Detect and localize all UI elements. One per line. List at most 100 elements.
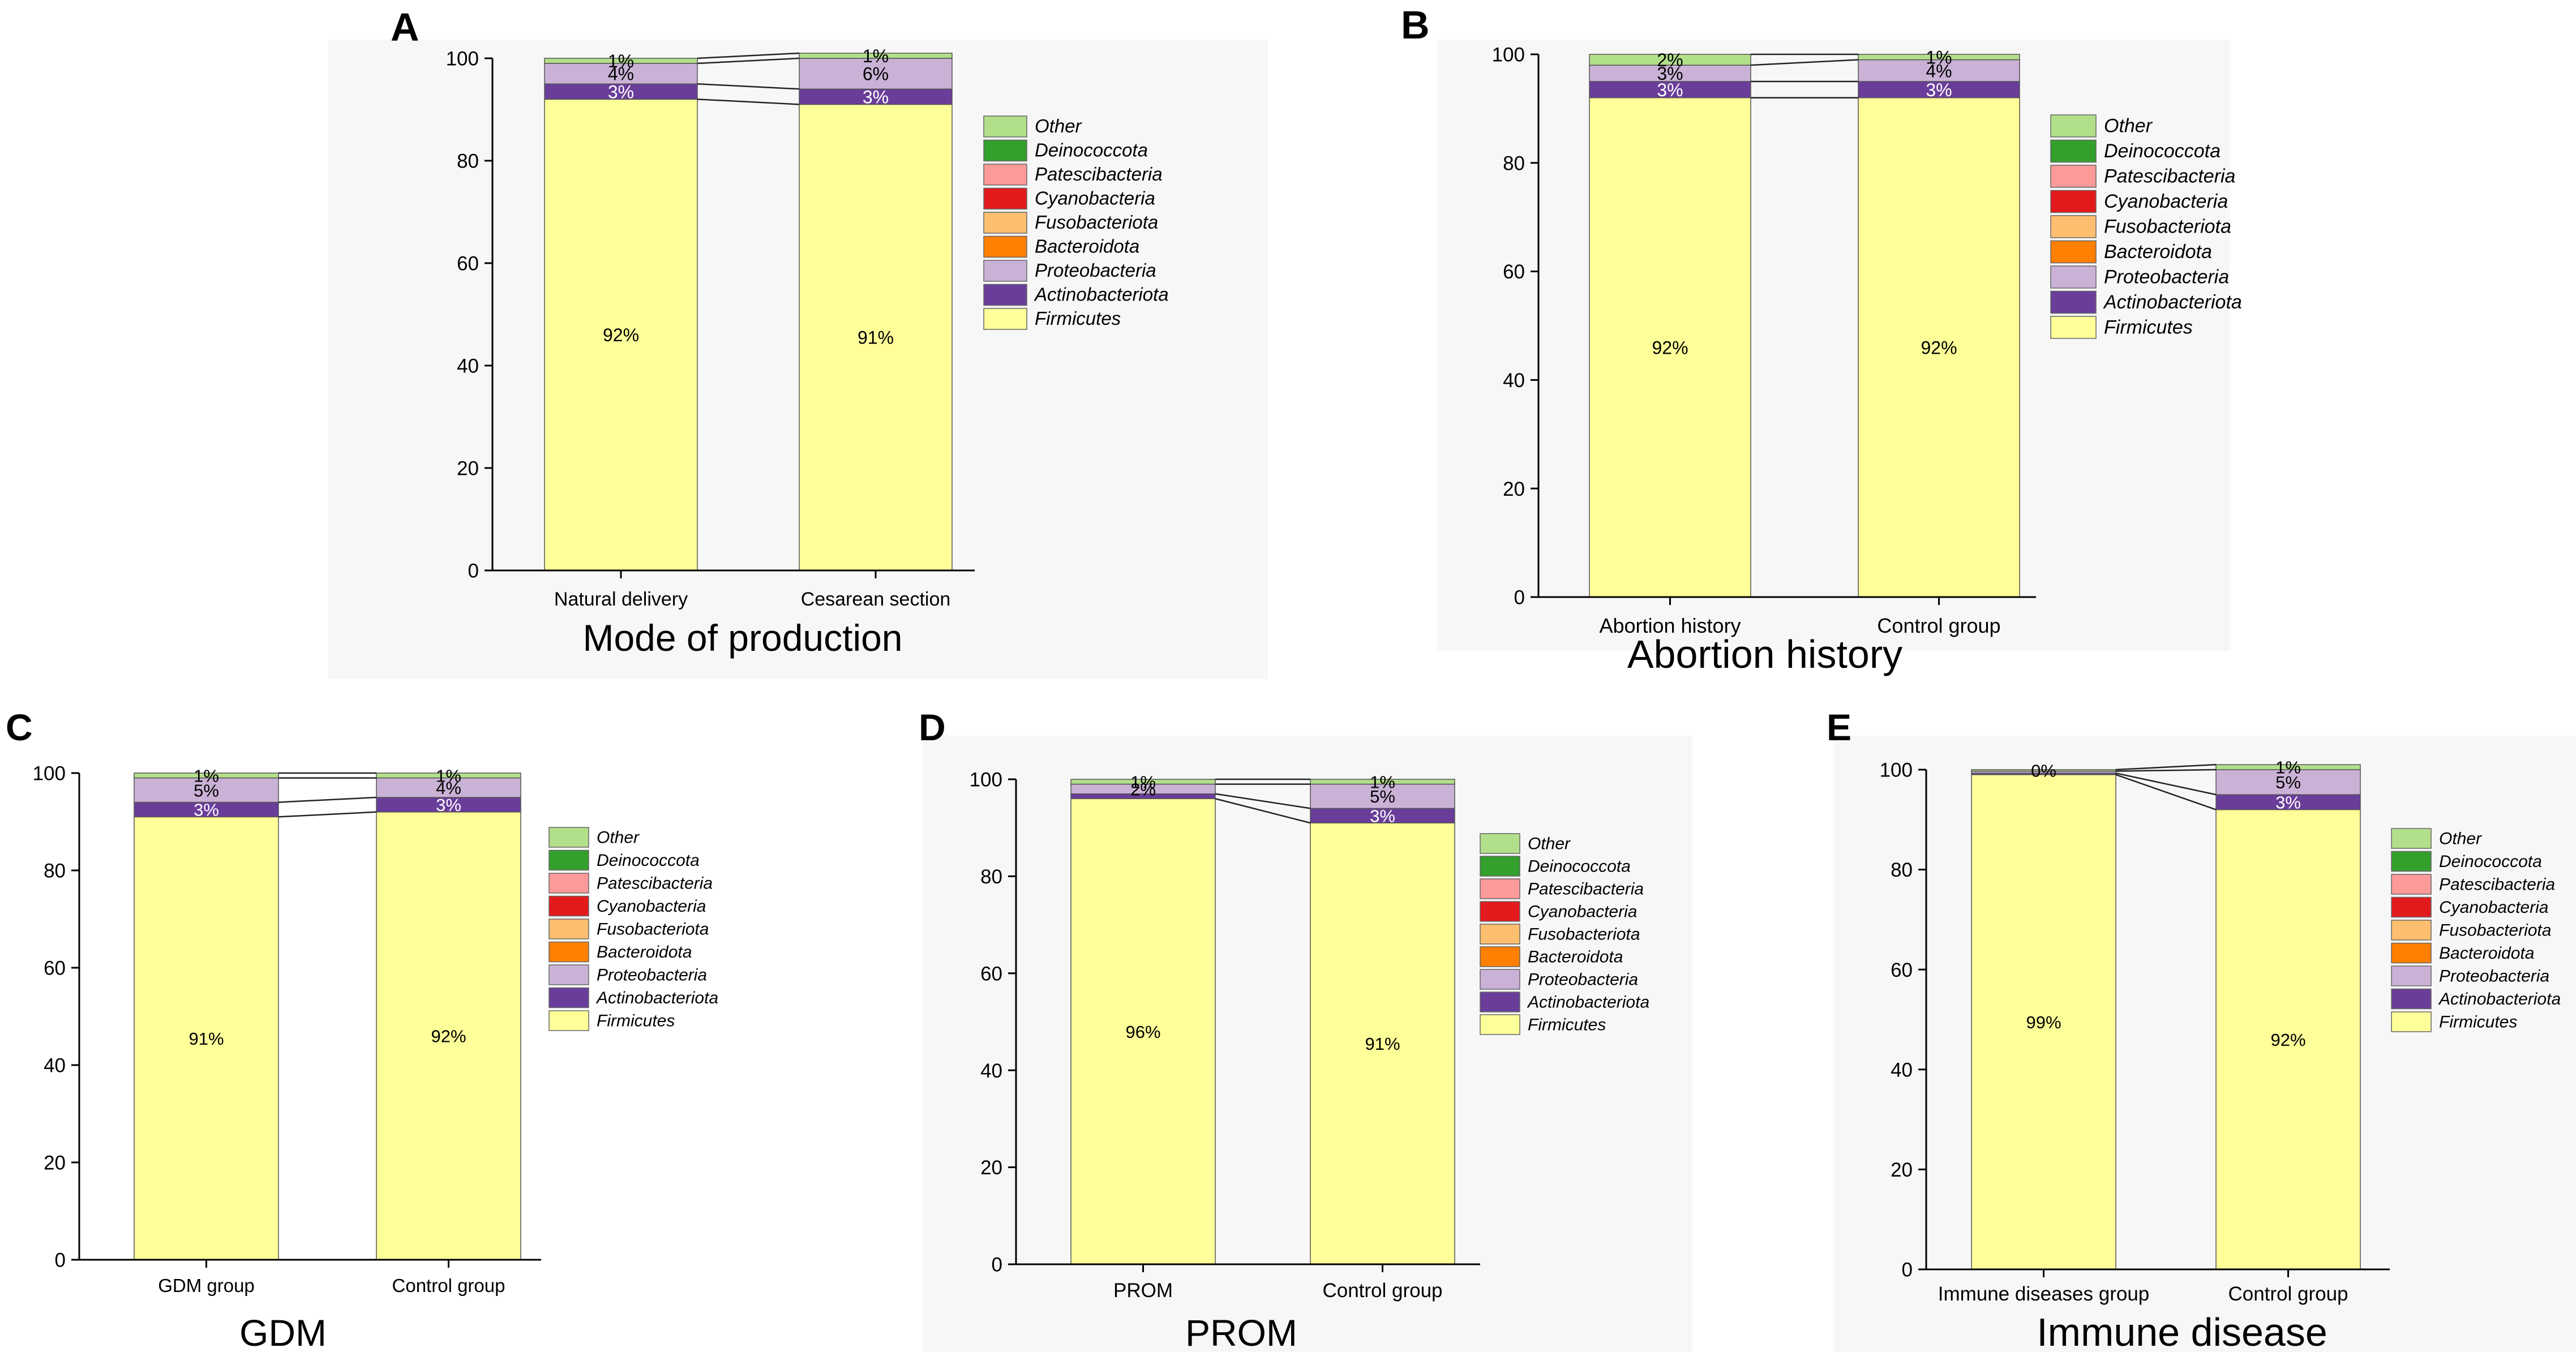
- legend-swatch-other: [1480, 833, 1520, 854]
- panel-letter: B: [1401, 3, 1430, 47]
- legend-label-firmicutes: Firmicutes: [1035, 308, 1121, 329]
- bar-segment-firmicutes: [1589, 97, 1751, 598]
- data-label-actinobacteriota: 3%: [608, 81, 634, 102]
- y-tick-label: 60: [457, 253, 479, 275]
- data-label-proteobacteria: 5%: [2275, 772, 2301, 792]
- legend-label-deinococcota: Deinococcota: [1035, 139, 1148, 160]
- legend-label-fusobacteriota: Fusobacteriota: [2104, 216, 2231, 237]
- legend-swatch-actinobacteriota: [2391, 988, 2432, 1010]
- bar-segment-other: [544, 58, 698, 64]
- bar-segment-proteobacteria: [1589, 65, 1751, 82]
- legend-swatch-firmicutes: [548, 1010, 589, 1031]
- legend-label-fusobacteriota: Fusobacteriota: [597, 920, 709, 938]
- legend-label-other: Other: [2104, 115, 2153, 136]
- legend-swatch-cyanobacteria: [2050, 190, 2097, 213]
- y-tick-label: 60: [44, 958, 66, 980]
- y-tick-label: 80: [1503, 152, 1525, 174]
- y-tick-label: 100: [33, 763, 66, 785]
- panel-title: GDM: [239, 1312, 327, 1352]
- legend-label-patescibacteria: Patescibacteria: [1528, 879, 1644, 898]
- bar-segment-proteobacteria: [799, 58, 953, 90]
- bar-segment-actinobacteriota: [2215, 794, 2361, 810]
- legend-label-firmicutes: Firmicutes: [2439, 1012, 2517, 1031]
- data-label-proteobacteria: 6%: [863, 64, 889, 84]
- data-label-actinobacteriota: 3%: [1370, 806, 1395, 826]
- bar-segment-other: [1310, 779, 1455, 785]
- legend-label-patescibacteria: Patescibacteria: [2439, 875, 2555, 894]
- connector-line: [1215, 798, 1311, 824]
- legend-label-cyanobacteria: Cyanobacteria: [1035, 187, 1155, 208]
- bar-segment-proteobacteria: [134, 777, 279, 803]
- panel-title: Abortion history: [1627, 632, 1902, 676]
- y-tick-label: 40: [1891, 1059, 1913, 1081]
- y-tick-label: 60: [1891, 959, 1913, 981]
- legend-swatch-cyanobacteria: [1480, 901, 1520, 922]
- legend-swatch-fusobacteriota: [2391, 920, 2432, 941]
- panel-title: PROM: [1185, 1312, 1297, 1352]
- bar-segment-firmicutes: [2215, 809, 2361, 1270]
- panel-d: D02040608010096%2%1%PROM91%3%5%1%Control…: [919, 706, 1649, 1352]
- data-label-actinobacteriota: 3%: [2275, 793, 2301, 813]
- legend-label-patescibacteria: Patescibacteria: [2104, 165, 2235, 187]
- legend-label-bacteroidota: Bacteroidota: [597, 943, 692, 962]
- legend-label-proteobacteria: Proteobacteria: [2104, 266, 2229, 287]
- panel-letter: A: [391, 5, 419, 49]
- legend-swatch-bacteroidota: [1480, 946, 1520, 967]
- category-label: Immune diseases group: [1938, 1283, 2150, 1305]
- connector-line: [278, 796, 377, 803]
- y-tick-label: 40: [980, 1060, 1002, 1082]
- y-tick-label: 20: [980, 1157, 1002, 1179]
- category-label: PROM: [1113, 1280, 1173, 1302]
- legend-label-actinobacteriota: Actinobacteriota: [2438, 990, 2561, 1008]
- legend-label-fusobacteriota: Fusobacteriota: [1528, 925, 1640, 943]
- category-label: Cesarean section: [801, 589, 951, 610]
- y-tick-label: 40: [457, 355, 479, 377]
- data-label-firmicutes: 91%: [188, 1029, 224, 1049]
- legend-swatch-patescibacteria: [1480, 878, 1520, 899]
- category-label: Natural delivery: [554, 589, 688, 610]
- data-label-actinobacteriota: 3%: [436, 795, 461, 815]
- bar-segment-other: [134, 772, 279, 779]
- legend-swatch-patescibacteria: [548, 873, 589, 894]
- legend-swatch-patescibacteria: [983, 164, 1027, 186]
- connector-line: [1750, 59, 1859, 66]
- y-tick-label: 20: [44, 1152, 66, 1174]
- legend-swatch-proteobacteria: [1480, 969, 1520, 990]
- legend-swatch-bacteroidota: [983, 235, 1027, 258]
- legend-swatch-bacteroidota: [2050, 240, 2097, 264]
- connector-line: [278, 811, 377, 818]
- data-label-proteobacteria: 5%: [1370, 787, 1395, 806]
- legend-label-deinococcota: Deinococcota: [597, 851, 700, 870]
- data-label-other: 0%: [2031, 761, 2056, 780]
- data-label-other: 2%: [1657, 50, 1683, 70]
- y-tick-label: 0: [1514, 587, 1525, 609]
- bar-segment-proteobacteria: [1858, 59, 2020, 82]
- data-label-firmicutes: 92%: [2270, 1030, 2305, 1050]
- y-tick-label: 0: [55, 1250, 66, 1272]
- legend-label-actinobacteriota: Actinobacteriota: [1034, 284, 1169, 304]
- legend-label-cyanobacteria: Cyanobacteria: [2104, 191, 2228, 212]
- panel-title: Mode of production: [582, 617, 902, 659]
- connector-line: [697, 52, 800, 59]
- legend-swatch-deinococcota: [2050, 139, 2097, 163]
- legend-label-cyanobacteria: Cyanobacteria: [597, 897, 706, 916]
- connector-line: [1215, 793, 1311, 809]
- bar-segment-other: [376, 772, 521, 779]
- legend-swatch-deinococcota: [1480, 856, 1520, 877]
- data-label-actinobacteriota: 3%: [863, 87, 889, 107]
- legend-swatch-other: [548, 827, 589, 848]
- bar-segment-proteobacteria: [376, 777, 521, 798]
- bar-segment-firmicutes: [1971, 774, 2116, 1270]
- bar-segment-actinobacteriota: [134, 801, 279, 818]
- category-label: Control group: [1877, 614, 2000, 637]
- legend-label-fusobacteriota: Fusobacteriota: [1035, 212, 1158, 233]
- bar-segment-proteobacteria: [1310, 783, 1455, 809]
- legend-label-firmicutes: Firmicutes: [1528, 1015, 1606, 1034]
- legend-swatch-fusobacteriota: [548, 918, 589, 939]
- legend-swatch-actinobacteriota: [548, 987, 589, 1008]
- y-tick-label: 100: [1880, 759, 1913, 782]
- y-tick-label: 100: [446, 48, 479, 70]
